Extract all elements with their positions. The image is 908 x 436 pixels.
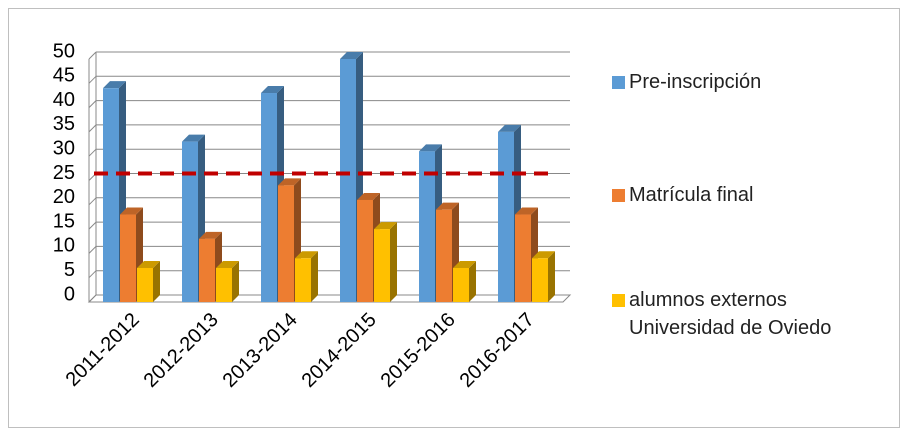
chart-border [8,8,900,428]
x-tick-label: 2013-2014 [219,309,302,392]
bar-front [340,59,356,302]
floor [87,294,572,303]
x-tick-label: 2011-2012 [62,309,144,391]
bar-side [232,260,239,302]
y-tick-label: 10 [53,235,75,257]
bar-front [216,267,232,302]
bar-top [498,124,521,132]
grid-line-side [88,246,97,254]
grid-line-side [88,51,97,60]
x-tick-label: 2015-2016 [377,309,460,392]
bar [374,222,397,302]
bar-top [137,260,160,268]
grid-line-side [88,124,97,133]
bar-side [153,260,160,302]
legend-swatch [612,294,625,307]
bar-top [357,192,380,200]
bar-top [261,86,284,94]
bar [532,251,555,302]
grid-line-side [88,75,97,84]
y-tick-label: 20 [53,186,75,208]
y-tick-label: 40 [53,89,75,111]
bar-top [340,52,363,59]
bar-front [436,209,452,302]
bar-front [498,131,514,302]
bar-side [548,251,555,302]
bar-side [311,251,318,302]
bar-side [390,222,397,302]
bar [137,260,160,302]
grid-line-side [88,197,97,206]
bar-top [419,144,442,152]
y-tick-label: 45 [53,65,75,87]
bar-top [532,251,555,259]
bar-side [469,260,476,302]
legend-item: Matrícula final [612,181,879,209]
legend-label: Matrícula final [629,184,754,206]
y-tick-label: 35 [53,113,75,135]
legend-item: alumnos externos Universidad de Oviedo [612,286,879,342]
x-tick-label: 2016-2017 [456,309,539,392]
bar-top [515,207,538,215]
y-tick-label: 5 [64,259,75,281]
bar-front [515,214,531,302]
bar-top [374,222,397,230]
bar-top [436,202,459,210]
y-tick-label: 30 [53,137,75,159]
bar-front [295,258,311,302]
grid-line-side [88,148,97,157]
y-tick-label: 25 [53,162,75,184]
y-tick-label: 15 [53,210,75,232]
bar [295,251,318,302]
bar-front [199,238,215,302]
x-tick-label: 2014-2015 [298,309,381,392]
bar-front [120,214,136,302]
bar-front [182,141,198,302]
bar-top [216,260,239,268]
y-tick-label: 0 [64,283,75,305]
bar-front [374,229,390,302]
bar-front [419,151,435,302]
bar [453,260,476,302]
bar-top [120,207,143,215]
legend-label: Pre-inscripción [629,71,762,93]
legend-item: Pre-inscripción [612,68,879,96]
x-tick-label: 2012-2013 [140,309,223,392]
bar-top [295,251,318,259]
legend-swatch [612,189,625,202]
bar-front [137,267,153,302]
bar-top [278,178,301,186]
grid-line-side [88,294,97,303]
bar [216,260,239,302]
bar-front [261,93,277,303]
bar-front [532,258,548,302]
bar-front [357,199,373,302]
bar-front [453,267,469,302]
legend-label: alumnos externos Universidad de Oviedo [629,289,832,339]
bar-top [199,231,222,239]
bar-front [278,185,294,302]
bar-top [453,260,476,268]
grid-line-side [88,221,97,230]
bar-top [103,81,126,89]
bar-top [182,134,205,142]
bar-front [103,88,119,302]
grid-line-side [88,100,97,108]
y-tick-label: 50 [53,40,75,62]
legend-swatch [612,76,625,89]
grid-line-side [88,270,97,279]
